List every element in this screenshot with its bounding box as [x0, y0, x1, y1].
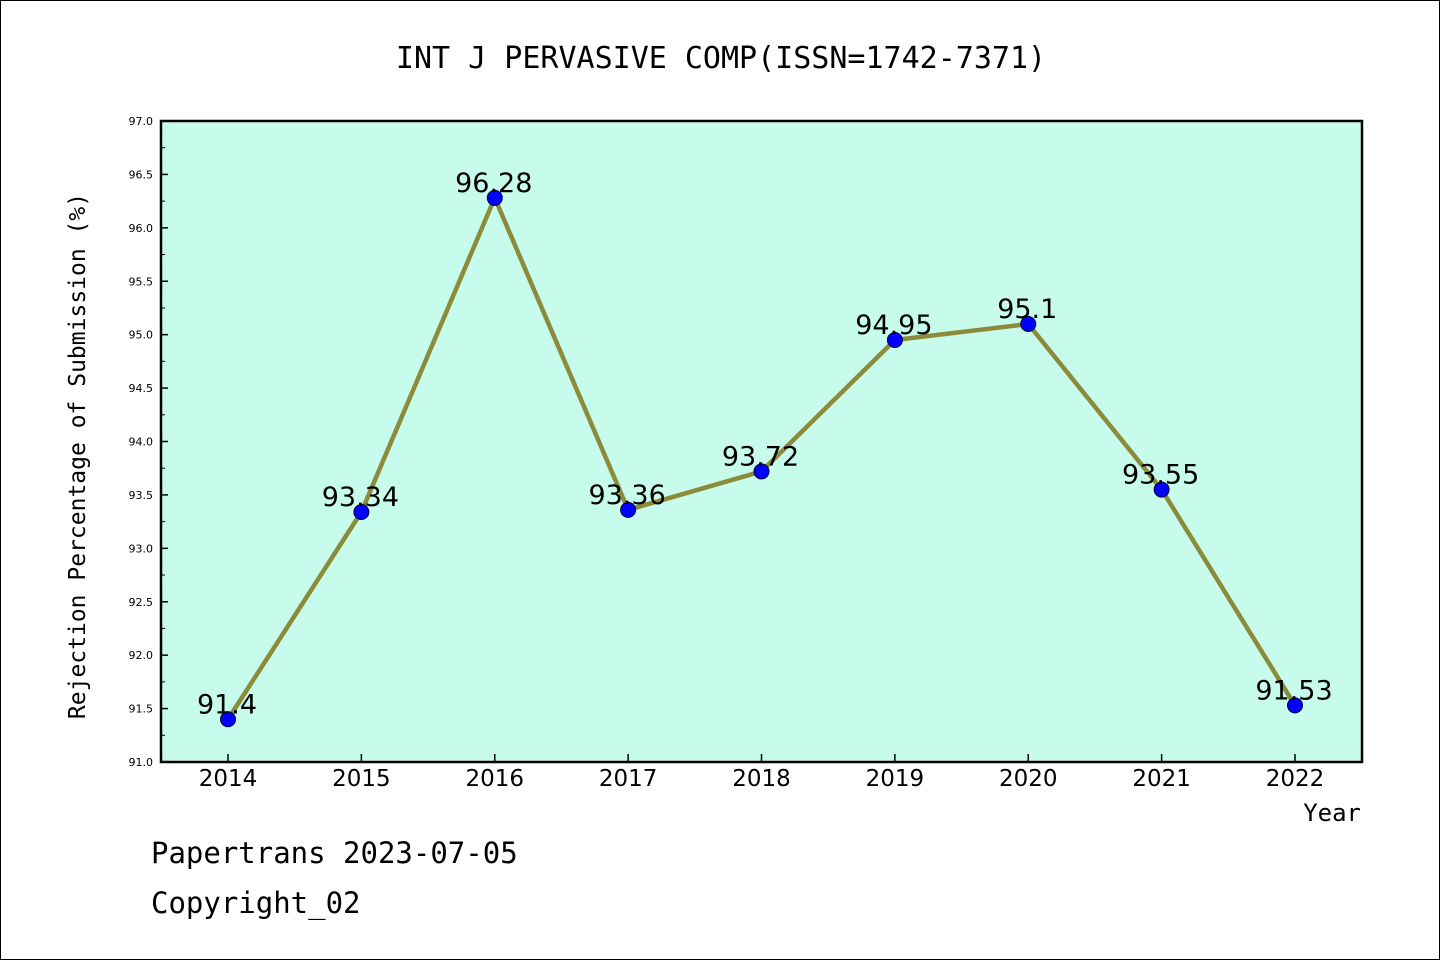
x-tick-label: 2014 — [199, 766, 258, 792]
data-point-marker — [753, 463, 770, 480]
footer-source: Papertrans 2023-07-05 — [151, 836, 518, 870]
y-tick-label: 92.5 — [129, 596, 154, 609]
data-label: 91.4 — [197, 689, 257, 720]
y-tick-label: 93.0 — [129, 542, 154, 555]
x-tick-label: 2022 — [1266, 766, 1325, 792]
x-axis: 2014 2015 2016 2017 2018 2019 2020 2021 2022 — [199, 754, 1325, 792]
data-label: 94.95 — [855, 310, 932, 341]
x-tick-label: 2015 — [332, 766, 391, 792]
data-point-marker — [486, 189, 503, 206]
y-tick-label: 97.0 — [129, 115, 154, 128]
y-tick-label: 94.0 — [129, 436, 154, 449]
data-label: 96.28 — [455, 168, 532, 199]
footer-copyright: Copyright_02 — [151, 886, 361, 920]
series-line — [220, 189, 1303, 728]
x-tick-label: 2018 — [732, 766, 791, 792]
x-tick-label: 2016 — [465, 766, 524, 792]
y-tick-label: 96.0 — [129, 222, 154, 235]
y-tick-label: 96.5 — [129, 168, 154, 181]
data-label: 93.34 — [322, 482, 399, 513]
y-tick-label: 92.0 — [129, 649, 154, 662]
data-label: 95.1 — [997, 294, 1057, 325]
data-point-marker — [1020, 315, 1037, 332]
y-tick-label: 95.0 — [129, 329, 154, 342]
data-labels: 91.4 93.34 96.28 93.36 93.72 94.95 95.1 93.55 91… — [197, 168, 1333, 720]
data-label: 93.55 — [1122, 460, 1199, 491]
plot-area — [159, 119, 1364, 764]
data-point-marker — [1153, 481, 1170, 498]
data-label: 93.72 — [722, 441, 799, 472]
x-tick-label: 2019 — [866, 766, 925, 792]
data-point-marker — [620, 501, 637, 518]
y-axis-label: Rejection Percentage of Submission (%) — [65, 193, 91, 719]
data-point-marker — [220, 711, 236, 728]
data-label: 91.53 — [1255, 675, 1332, 706]
y-tick-label: 94.5 — [129, 382, 154, 395]
y-tick-label: 91.5 — [129, 703, 154, 716]
y-tick-label: 91.0 — [129, 756, 154, 769]
data-point-marker — [886, 332, 903, 349]
x-axis-label: Year — [1303, 799, 1361, 827]
y-tick-label: 95.5 — [129, 275, 154, 288]
data-label: 93.36 — [588, 480, 665, 511]
y-axis: 91.0 91.5 92.0 92.5 93.0 93.5 94.0 94.5 95.0 95.5… — [129, 115, 168, 769]
x-tick-label: 2020 — [999, 766, 1058, 792]
x-tick-label: 2021 — [1132, 766, 1191, 792]
chart-title: INT J PERVASIVE COMP(ISSN=1742-7371) — [396, 41, 1046, 76]
y-tick-label: 93.5 — [129, 489, 154, 502]
data-point-marker — [1287, 697, 1303, 714]
x-tick-label: 2017 — [599, 766, 658, 792]
data-point-marker — [353, 504, 370, 521]
